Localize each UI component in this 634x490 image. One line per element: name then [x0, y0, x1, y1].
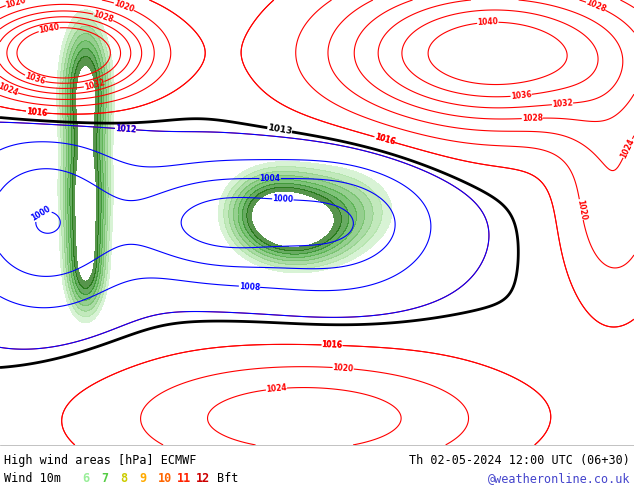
Text: 1032: 1032: [552, 98, 573, 109]
Text: 1040: 1040: [477, 18, 498, 27]
Text: 1036: 1036: [23, 72, 46, 87]
Text: 1028: 1028: [92, 9, 115, 24]
Text: 1020: 1020: [575, 198, 588, 221]
Text: 1013: 1013: [267, 123, 293, 136]
Text: High wind areas [hPa] ECMWF: High wind areas [hPa] ECMWF: [4, 454, 197, 467]
Text: Bft: Bft: [217, 472, 238, 485]
Text: 1016: 1016: [25, 107, 48, 118]
Text: 1016: 1016: [373, 132, 396, 147]
Text: 1024: 1024: [619, 137, 634, 160]
Text: 1032: 1032: [83, 78, 106, 92]
Text: 11: 11: [177, 472, 191, 485]
Text: 1020: 1020: [332, 363, 354, 373]
Text: Th 02-05-2024 12:00 UTC (06+30): Th 02-05-2024 12:00 UTC (06+30): [409, 454, 630, 467]
Text: 1004: 1004: [259, 174, 281, 183]
Text: 10: 10: [158, 472, 172, 485]
Text: 1020: 1020: [112, 0, 135, 14]
Text: 7: 7: [101, 472, 108, 485]
Text: 1012: 1012: [115, 124, 136, 134]
Text: @weatheronline.co.uk: @weatheronline.co.uk: [488, 472, 630, 485]
Text: 1000: 1000: [272, 195, 294, 204]
Text: 8: 8: [120, 472, 127, 485]
Text: 1016: 1016: [25, 107, 48, 118]
Text: 1000: 1000: [30, 204, 53, 222]
Text: 1016: 1016: [373, 132, 396, 147]
Text: 1016: 1016: [321, 341, 343, 350]
Text: 1008: 1008: [238, 282, 261, 292]
Text: Wind 10m: Wind 10m: [4, 472, 61, 485]
Text: 12: 12: [196, 472, 210, 485]
Text: 1024: 1024: [266, 383, 287, 394]
Text: 1036: 1036: [510, 90, 532, 101]
Text: 1016: 1016: [321, 341, 343, 350]
Text: 1024: 1024: [0, 81, 20, 98]
Text: 9: 9: [139, 472, 146, 485]
Text: 6: 6: [82, 472, 89, 485]
Text: 1020: 1020: [4, 0, 27, 9]
Text: 1040: 1040: [38, 23, 60, 35]
Text: 1028: 1028: [522, 114, 543, 123]
Text: 1012: 1012: [115, 124, 136, 134]
Text: 1028: 1028: [585, 0, 607, 14]
